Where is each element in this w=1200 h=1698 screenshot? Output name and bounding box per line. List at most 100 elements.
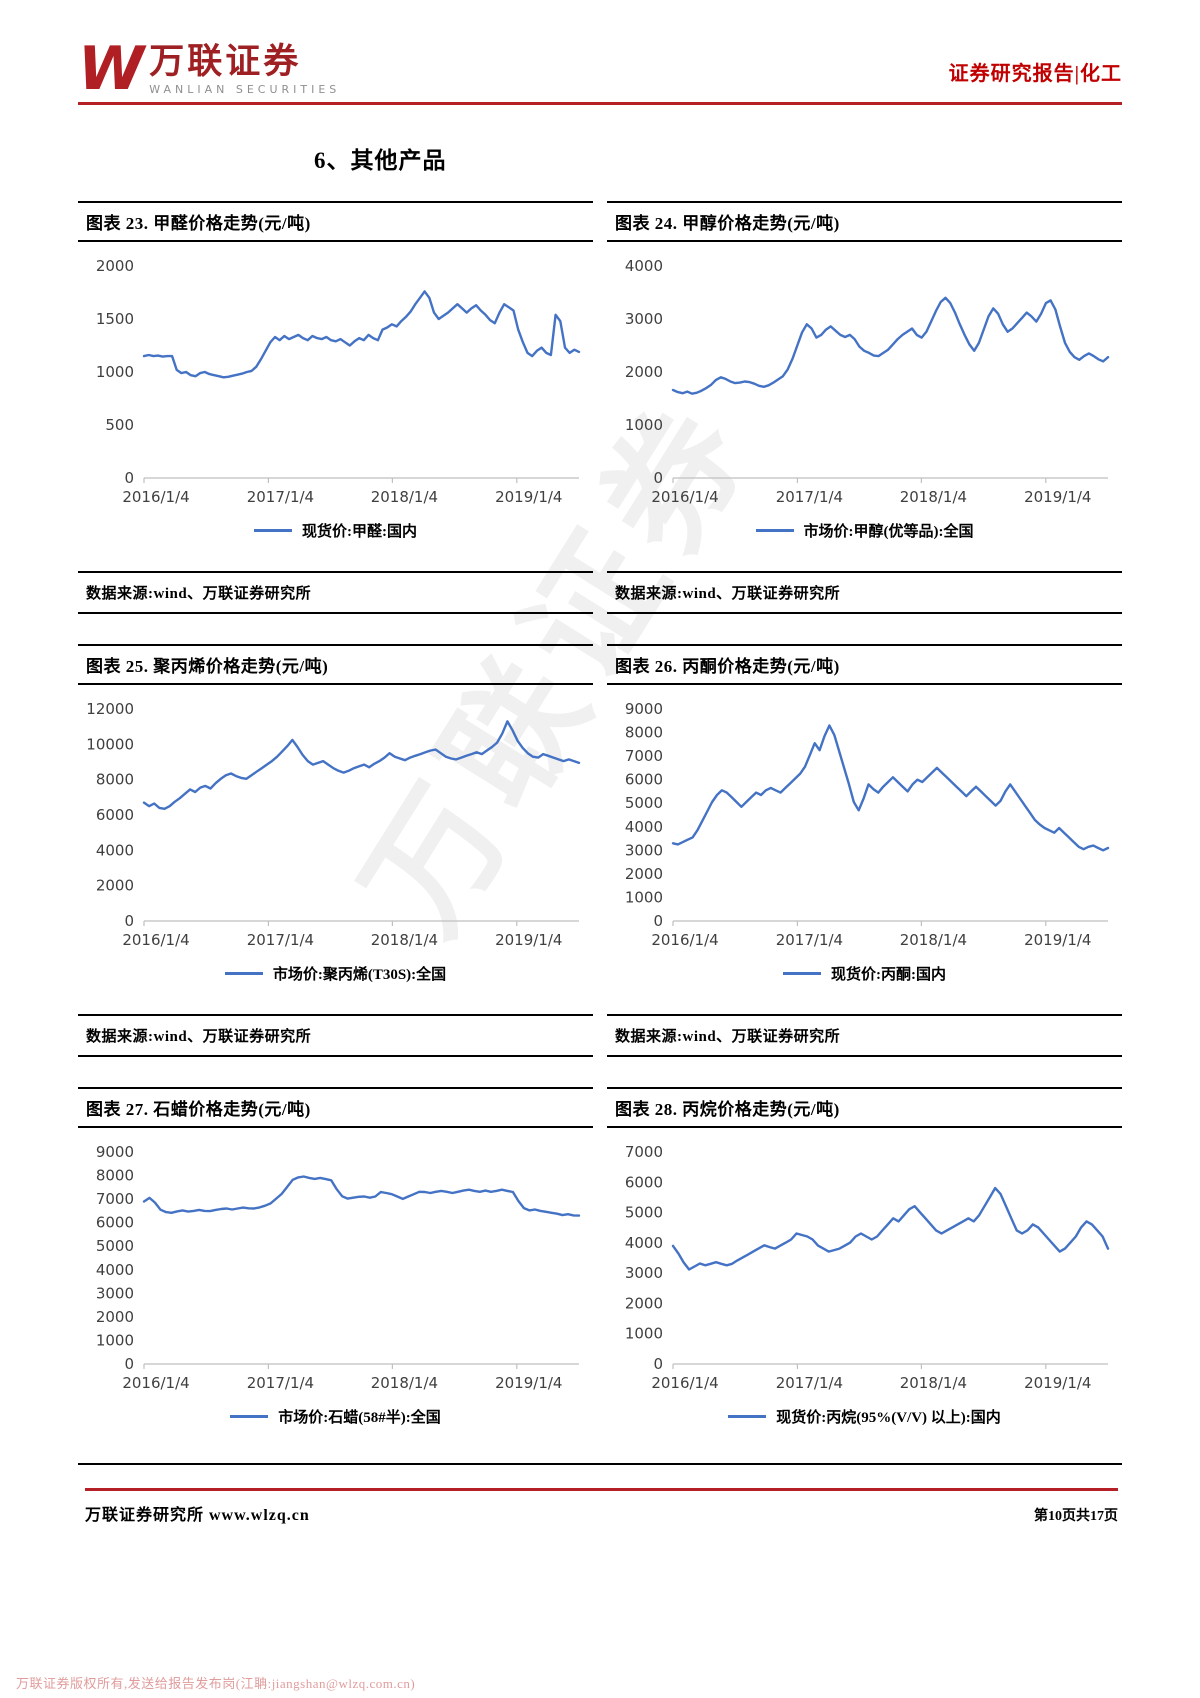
chart-title: 图表 24. 甲醇价格走势(元/吨) [607, 200, 1122, 242]
line-chart-svg: 0 1000 2000 3000 4000 5000 6000 7000 2016/1/4 201… [625, 1143, 1110, 1392]
svg-text:3000: 3000 [96, 1284, 134, 1302]
line-chart: 0 2000 4000 6000 8000 10000 12000 2016/1/4 2017/… [78, 697, 593, 955]
svg-text:9000: 9000 [625, 700, 663, 718]
svg-text:2019/1/4: 2019/1/4 [495, 931, 562, 949]
data-source: 数据来源:wind、万联证券研究所 [607, 1013, 1122, 1057]
svg-text:2018/1/4: 2018/1/4 [371, 488, 438, 506]
svg-text:2019/1/4: 2019/1/4 [1024, 488, 1091, 506]
line-chart: 0 1000 2000 3000 4000 5000 6000 7000 8000 9000 201… [607, 697, 1122, 955]
chart-legend: 现货价:甲醛:国内 [78, 520, 593, 541]
svg-text:8000: 8000 [625, 723, 663, 741]
chart-legend: 市场价:聚丙烯(T30S):全国 [78, 963, 593, 984]
chart-title: 图表 26. 丙酮价格走势(元/吨) [607, 643, 1122, 685]
chart-legend: 市场价:石蜡(58#半):全国 [78, 1406, 593, 1427]
svg-text:2016/1/4: 2016/1/4 [651, 1374, 718, 1392]
svg-text:2019/1/4: 2019/1/4 [495, 488, 562, 506]
svg-text:2016/1/4: 2016/1/4 [651, 488, 718, 506]
chart-block-24: 图表 24. 甲醇价格走势(元/吨) 0 1000 2000 3000 4000 2016… [607, 200, 1122, 614]
svg-text:4000: 4000 [96, 1260, 134, 1278]
page-number: 第10页共17页 [1034, 1509, 1118, 1524]
legend-line-marker [254, 528, 292, 532]
svg-text:2017/1/4: 2017/1/4 [776, 1374, 843, 1392]
svg-text:2000: 2000 [625, 1294, 663, 1312]
svg-text:0: 0 [124, 912, 134, 930]
svg-text:2018/1/4: 2018/1/4 [900, 488, 967, 506]
copyright-disclaimer: 万联证券版权所有,发送给报告发布岗(江聃:jiangshan@wlzq.com.… [16, 1676, 416, 1691]
line-chart: 0 1000 2000 3000 4000 5000 6000 7000 2016/1/4 201… [607, 1140, 1122, 1398]
legend-line-marker [783, 971, 821, 975]
svg-text:0: 0 [653, 912, 663, 930]
footer-divider [85, 1488, 1118, 1491]
svg-text:2019/1/4: 2019/1/4 [495, 1374, 562, 1392]
chart-title: 图表 23. 甲醛价格走势(元/吨) [78, 200, 593, 242]
svg-text:2018/1/4: 2018/1/4 [371, 1374, 438, 1392]
svg-text:7000: 7000 [96, 1190, 134, 1208]
svg-text:6000: 6000 [625, 770, 663, 788]
line-chart-svg: 0 1000 2000 3000 4000 2016/1/4 2017/1/4 2018/1/… [625, 257, 1110, 506]
svg-text:1000: 1000 [96, 1331, 134, 1349]
chart-legend: 现货价:丙烷(95%(V/V) 以上):国内 [607, 1406, 1122, 1427]
footer-org: 万联证券研究所 www.wlzq.cn [85, 1507, 310, 1524]
line-chart: 0 500 1000 1500 2000 2016/1/4 2017/1/4 2018/1/4… [78, 254, 593, 512]
legend-label: 市场价:聚丙烯(T30S):全国 [272, 966, 447, 983]
svg-text:2019/1/4: 2019/1/4 [1024, 931, 1091, 949]
svg-text:1000: 1000 [625, 1324, 663, 1342]
legend-line-marker [728, 1414, 767, 1418]
svg-text:2016/1/4: 2016/1/4 [122, 1374, 189, 1392]
svg-text:5000: 5000 [96, 1237, 134, 1255]
chart-legend: 现货价:丙酮:国内 [607, 963, 1122, 984]
svg-text:4000: 4000 [625, 1234, 663, 1252]
svg-text:1500: 1500 [96, 310, 134, 328]
report-type-label: 证券研究报告|化工 [948, 62, 1122, 85]
svg-text:2000: 2000 [96, 257, 134, 275]
chart-title: 图表 27. 石蜡价格走势(元/吨) [78, 1086, 593, 1128]
svg-text:4000: 4000 [96, 841, 134, 859]
svg-text:2019/1/4: 2019/1/4 [1024, 1374, 1091, 1392]
line-chart-svg: 0 500 1000 1500 2000 2016/1/4 2017/1/4 2018/1/4… [96, 257, 581, 506]
header-divider [78, 101, 1122, 105]
company-logo: W 万联证券 WANLIAN SECURITIES [78, 34, 341, 104]
svg-text:2017/1/4: 2017/1/4 [776, 488, 843, 506]
svg-text:7000: 7000 [625, 747, 663, 765]
legend-line-marker [230, 1414, 269, 1418]
svg-text:10000: 10000 [86, 735, 134, 753]
line-chart-svg: 0 1000 2000 3000 4000 5000 6000 7000 8000 9000 201… [96, 1143, 581, 1392]
svg-text:6000: 6000 [96, 806, 134, 824]
legend-label: 市场价:甲醇(优等品):全国 [803, 523, 974, 540]
chart-legend: 市场价:甲醇(优等品):全国 [607, 520, 1122, 541]
svg-text:0: 0 [124, 1355, 134, 1373]
legend-label: 现货价:甲醛:国内 [302, 523, 417, 540]
svg-text:5000: 5000 [625, 1203, 663, 1221]
brand-subtitle: WANLIAN SECURITIES [149, 82, 341, 96]
chart-block-27: 图表 27. 石蜡价格走势(元/吨) 0 1000 2000 3000 4000 5000… [78, 1086, 593, 1427]
line-chart: 0 1000 2000 3000 4000 2016/1/4 2017/1/4 2018/1/… [607, 254, 1122, 512]
chart-title: 图表 25. 聚丙烯价格走势(元/吨) [78, 643, 593, 685]
svg-text:3000: 3000 [625, 841, 663, 859]
logo-w-icon: W [78, 34, 144, 104]
svg-text:4000: 4000 [625, 817, 663, 835]
chart-block-25: 图表 25. 聚丙烯价格走势(元/吨) 0 2000 4000 6000 8000 100… [78, 643, 593, 1057]
svg-text:8000: 8000 [96, 770, 134, 788]
svg-text:0: 0 [653, 1355, 663, 1373]
svg-text:6000: 6000 [625, 1173, 663, 1191]
svg-text:0: 0 [653, 469, 663, 487]
page-header: W 万联证券 WANLIAN SECURITIES 证券研究报告|化工 [78, 0, 1122, 104]
section-title: 6、其他产品 [314, 147, 447, 173]
svg-text:2016/1/4: 2016/1/4 [651, 931, 718, 949]
data-source: 数据来源:wind、万联证券研究所 [78, 1013, 593, 1057]
svg-text:2016/1/4: 2016/1/4 [122, 931, 189, 949]
svg-text:9000: 9000 [96, 1143, 134, 1161]
legend-label: 现货价:丙烷(95%(V/V) 以上):国内 [776, 1409, 1001, 1426]
chart-title: 图表 28. 丙烷价格走势(元/吨) [607, 1086, 1122, 1128]
svg-text:2000: 2000 [96, 876, 134, 894]
svg-text:8000: 8000 [96, 1166, 134, 1184]
svg-text:7000: 7000 [625, 1143, 663, 1161]
svg-text:2017/1/4: 2017/1/4 [247, 1374, 314, 1392]
svg-text:1000: 1000 [625, 888, 663, 906]
svg-text:1000: 1000 [625, 416, 663, 434]
legend-label: 现货价:丙酮:国内 [831, 966, 946, 983]
line-chart: 0 1000 2000 3000 4000 5000 6000 7000 8000 9000 201… [78, 1140, 593, 1398]
chart-block-26: 图表 26. 丙酮价格走势(元/吨) 0 1000 2000 3000 4000 5000… [607, 643, 1122, 1057]
line-chart-svg: 0 2000 4000 6000 8000 10000 12000 2016/1/4 2017/… [86, 700, 581, 949]
svg-text:5000: 5000 [625, 794, 663, 812]
